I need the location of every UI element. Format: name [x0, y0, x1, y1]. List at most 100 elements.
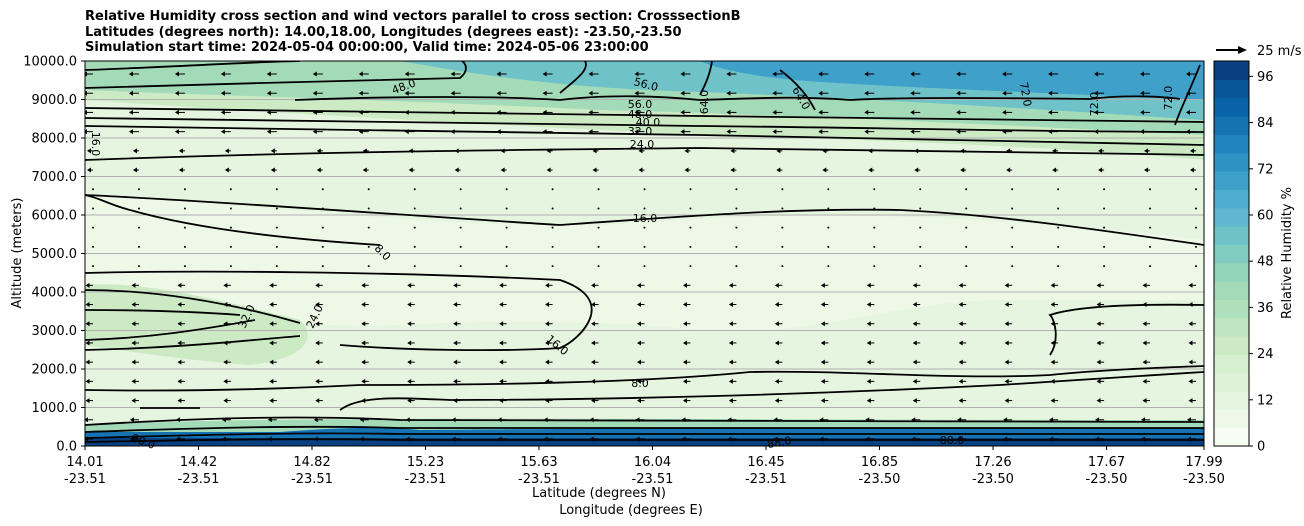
- wind-vector: [321, 188, 324, 191]
- wind-vector: [128, 109, 139, 115]
- wind-vector: [183, 188, 186, 191]
- wind-vector: [85, 340, 93, 346]
- wind-vector: [1011, 245, 1014, 248]
- wind-vector: [131, 302, 139, 308]
- wind-vector: [131, 321, 139, 327]
- wind-vector: [820, 359, 829, 365]
- wind-vector: [864, 71, 875, 77]
- wind-vector: [545, 282, 553, 288]
- wind-vector: [868, 167, 875, 173]
- contour-line: [1048, 303, 1204, 356]
- wind-vector: [910, 129, 921, 135]
- wind-vector: [958, 378, 967, 384]
- x-axis: 14.01 -23.51 14.42 -23.51 14.82 -23.51 15.23 -2…: [64, 446, 1225, 487]
- contour-line: [779, 69, 816, 111]
- wind-vector: [183, 245, 186, 248]
- wind-vector: [499, 359, 507, 365]
- wind-vector: [634, 90, 645, 96]
- contour-line: [85, 125, 1204, 146]
- wind-vector: [637, 359, 645, 365]
- wind-vector: [1057, 245, 1060, 248]
- wind-vector: [137, 188, 140, 191]
- contour-line: [85, 194, 381, 246]
- wind-vector: [1050, 282, 1059, 288]
- x-tick-label-lon: -23.50: [972, 472, 1014, 487]
- wind-vector: [500, 167, 507, 173]
- wind-vector: [637, 321, 645, 327]
- wind-vector: [965, 245, 968, 248]
- wind-vector: [551, 245, 554, 248]
- wind-vector: [910, 90, 921, 96]
- wind-vector: [546, 167, 553, 173]
- wind-vector: [873, 188, 876, 191]
- wind-vector: [726, 109, 737, 115]
- title-line-2: Latitudes (degrees north): 14.00,18.00, …: [85, 24, 682, 40]
- wind-vector: [229, 188, 232, 191]
- contour-line: [85, 335, 301, 351]
- wind-vector: [505, 207, 508, 210]
- wind-vector: [358, 90, 369, 96]
- wind-vector: [1096, 340, 1105, 346]
- wind-vector: [459, 188, 462, 191]
- wind-vector: [818, 129, 829, 135]
- wind-vector: [129, 436, 139, 442]
- wind-vector: [1057, 226, 1060, 229]
- fill-low-band: [85, 300, 1204, 446]
- wind-vector: [919, 226, 922, 229]
- wind-vector: [1094, 71, 1105, 77]
- wind-vector: [545, 302, 553, 308]
- wind-vector: [362, 167, 369, 173]
- wind-vector: [315, 321, 323, 327]
- wind-vector: [818, 90, 829, 96]
- wind-vector: [92, 265, 94, 268]
- wind-vector: [367, 245, 370, 248]
- contour-line: [85, 107, 1204, 123]
- wind-vector: [864, 109, 875, 115]
- wind-vector: [551, 265, 554, 268]
- wind-vector: [827, 245, 830, 248]
- contour-line: [85, 309, 241, 316]
- x-tick-label-lon: -23.51: [518, 472, 560, 487]
- wind-vector: [634, 109, 645, 115]
- wind-vector: [592, 167, 599, 173]
- wind-vector: [1011, 265, 1014, 268]
- wind-vector: [453, 378, 461, 384]
- wind-vector: [820, 302, 829, 308]
- wind-vector: [177, 282, 185, 288]
- wind-vector: [1004, 302, 1013, 308]
- wind-vector: [1142, 340, 1151, 346]
- y-tick-label: 3000.0: [32, 324, 78, 339]
- wind-vector: [822, 167, 829, 173]
- colorbar-swatch: [1214, 207, 1249, 227]
- wind-vector: [912, 282, 921, 288]
- colorbar-swatch: [1214, 152, 1249, 172]
- colorbar-frame: [1213, 60, 1250, 447]
- wind-vector: [1142, 398, 1151, 404]
- wind-vector: [866, 359, 875, 365]
- wind-vector: [178, 148, 185, 154]
- wind-vector: [275, 188, 278, 191]
- wind-vector: [220, 90, 231, 96]
- wind-vector: [728, 378, 737, 384]
- contour-line: [85, 432, 1204, 439]
- x-tick-label-lat: 17.99: [1185, 455, 1222, 470]
- contour-line: [85, 289, 301, 324]
- wind-vector: [85, 398, 93, 404]
- wind-vector: [1048, 90, 1059, 96]
- x-tick-label-lon: -23.51: [178, 472, 220, 487]
- wind-vector: [1103, 245, 1106, 248]
- wind-vector: [132, 167, 139, 173]
- wind-vector: [1149, 226, 1152, 229]
- wind-vector: [781, 207, 784, 210]
- colorbar-swatch: [1214, 409, 1249, 429]
- wind-vector: [1103, 188, 1106, 191]
- title-line-3: Simulation start time: 2024-05-04 00:00:…: [85, 40, 649, 55]
- wind-vector: [873, 245, 876, 248]
- wind-vector: [1096, 359, 1105, 365]
- y-tick-label: 9000.0: [32, 93, 78, 108]
- wind-vector: [1096, 302, 1105, 308]
- y-tick-label: 10000.0: [23, 55, 77, 70]
- x-tick-label-lat: 16.04: [634, 455, 671, 470]
- wind-vector: [637, 282, 645, 288]
- wind-vector: [680, 129, 691, 135]
